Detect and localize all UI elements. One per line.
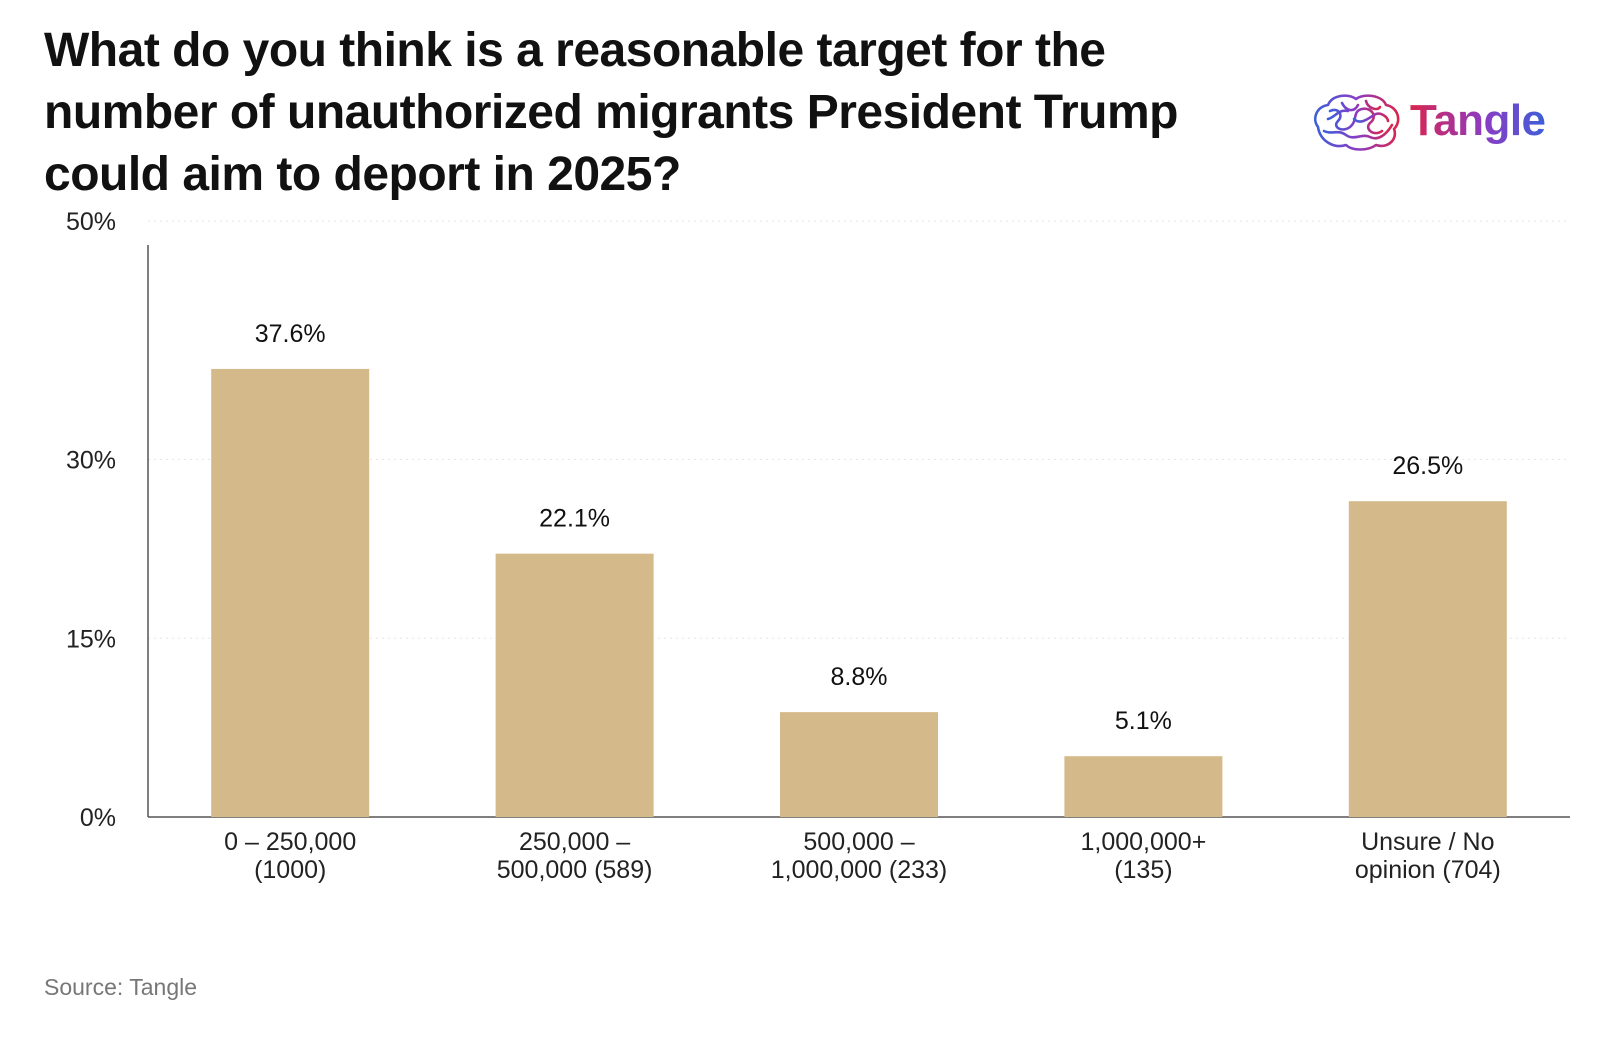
data-label: 22.1% [539,505,610,533]
x-tick-label: 500,000 – [803,828,914,856]
y-tick-label: 15% [66,625,116,653]
chart-title: What do you think is a reasonable target… [44,24,1178,201]
x-tick-label: Unsure / No [1361,828,1494,856]
data-label: 26.5% [1392,452,1463,480]
x-tick-label: (135) [1114,856,1172,884]
logo-wordmark: Tangle [1410,96,1546,145]
y-tick-label: 30% [66,447,116,475]
source-note: Source: Tangle [44,974,198,1000]
y-tick-label: 0% [80,804,116,832]
bar-chart: 0% 15% 30% 50% 37.6% 0 – 250,000(1000) 22.1% 25… [66,208,1570,884]
tangle-logo: Tangle [1308,86,1558,156]
brain-icon [1314,94,1400,151]
data-label: 5.1% [1115,707,1172,735]
x-tick-label: opinion (704) [1355,856,1501,884]
bar [1064,756,1223,817]
bar [495,553,654,817]
x-tick-label: (1000) [254,856,326,884]
data-label: 37.6% [255,320,326,348]
x-tick-label: 0 – 250,000 [224,828,356,856]
x-tick-label: 1,000,000+ [1080,828,1206,856]
x-tick-label: 250,000 – [519,828,630,856]
bar [211,368,370,817]
x-tick-label: 500,000 (589) [497,856,653,884]
bar [1348,501,1507,817]
x-tick-label: 1,000,000 (233) [771,856,948,884]
bar [780,712,938,817]
data-label: 8.8% [831,663,888,691]
y-tick-label: 50% [66,208,116,236]
